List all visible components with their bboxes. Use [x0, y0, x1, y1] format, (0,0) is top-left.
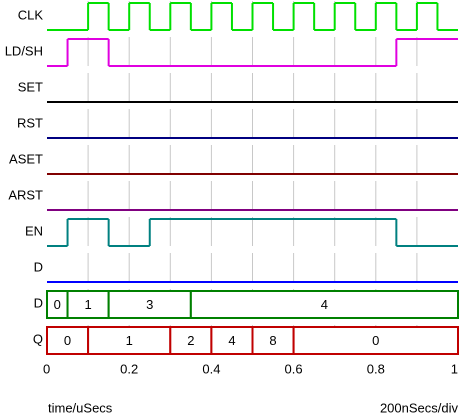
signal-label: LD/SH [5, 43, 43, 58]
bus-value: 4 [228, 333, 235, 348]
signal-label: ASET [9, 151, 43, 166]
signal-label: SET [18, 79, 43, 94]
x-tick-label: 0.2 [120, 361, 138, 376]
x-tick-label: 0.8 [367, 361, 385, 376]
bus-value: 0 [64, 333, 71, 348]
x-tick-label: 1 [451, 361, 458, 376]
x-tick-label: 0.4 [202, 361, 220, 376]
bus-value: 3 [146, 297, 153, 312]
x-tick-label: 0.6 [285, 361, 303, 376]
signal-label: EN [25, 223, 43, 238]
signal-label: Q [33, 331, 43, 346]
signal-label: ARST [8, 187, 43, 202]
bus-segment [189, 290, 459, 319]
bus-value: 0 [372, 333, 379, 348]
bus-segment [292, 326, 459, 355]
bus-segment [46, 326, 90, 355]
signal-label: RST [17, 115, 43, 130]
signal-label: CLK [18, 7, 44, 22]
bus-segment [107, 290, 192, 319]
signal-label: D [34, 295, 43, 310]
bus-value: 8 [269, 333, 276, 348]
bus-value: 4 [321, 297, 328, 312]
bus-value: 0 [54, 297, 61, 312]
x-tick-label: 0 [43, 361, 50, 376]
bus-segment [66, 290, 110, 319]
x-axis-label: time/uSecs [48, 400, 113, 415]
bus-segment [251, 326, 295, 355]
bus-value: 1 [84, 297, 91, 312]
bus-segment [87, 326, 172, 355]
bus-value: 1 [126, 333, 133, 348]
x-scale-label: 200nSecs/div [380, 400, 459, 415]
bus-segment [169, 326, 213, 355]
signal-label: D [34, 259, 43, 274]
bus-value: 2 [187, 333, 194, 348]
